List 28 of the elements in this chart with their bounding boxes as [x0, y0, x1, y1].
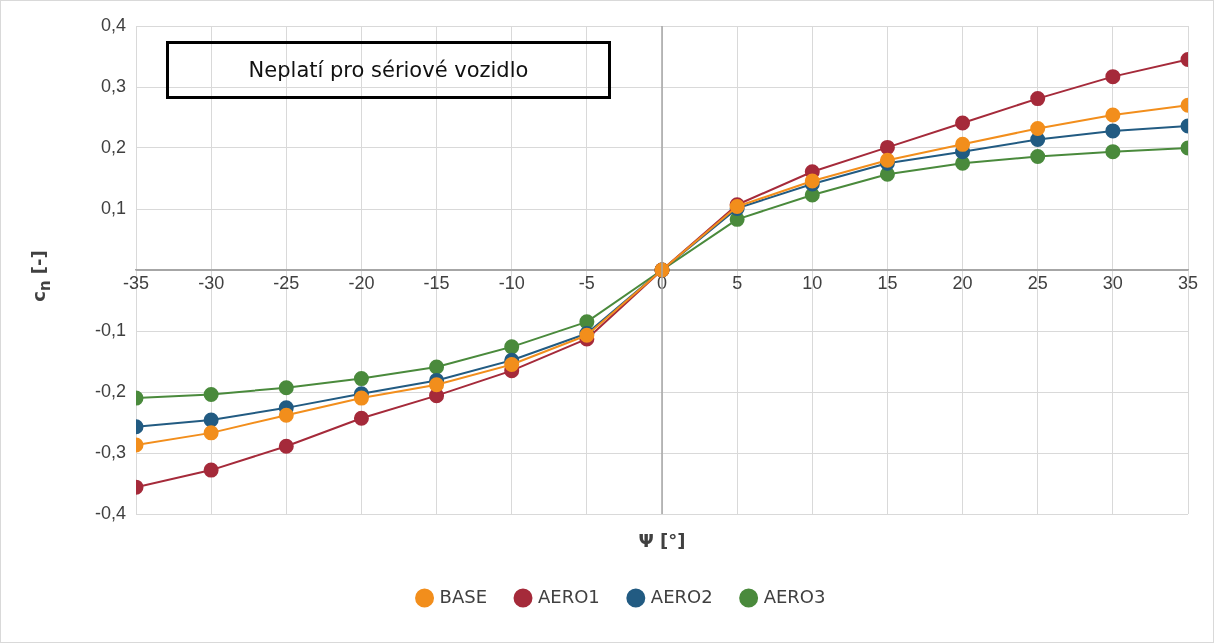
x-tick-label: 5: [732, 272, 743, 293]
x-axis-title: Ψ [°]: [638, 529, 686, 551]
x-tick-label: 15: [877, 272, 898, 293]
annotation: Neplatí pro sériové vozidlo: [166, 41, 611, 99]
x-tick-label: -20: [348, 272, 375, 293]
y-tick-label: -0,2: [94, 380, 126, 401]
y-tick-label: -0,3: [94, 441, 126, 462]
y-tick-label: -0,4: [94, 502, 126, 523]
y-tick-label: -0,1: [94, 319, 126, 340]
y-tick-label: 0,1: [100, 197, 126, 218]
legend-label: AERO2: [650, 585, 713, 607]
x-tick-label: 35: [1177, 272, 1199, 293]
x-tick-label: 10: [802, 272, 823, 293]
x-tick-label: 25: [1027, 272, 1048, 293]
x-tick-label: -35: [122, 272, 150, 293]
legend-label: BASE: [439, 585, 488, 607]
legend-label: AERO3: [763, 585, 826, 607]
x-tick-label: -15: [423, 272, 450, 293]
x-tick-label: -10: [498, 272, 525, 293]
y-tick-label: 0,3: [100, 75, 126, 96]
legend-label: AERO1: [538, 585, 600, 607]
x-tick-label: -25: [273, 272, 300, 293]
x-tick-label: -5: [578, 272, 595, 293]
x-tick-label: 20: [952, 272, 973, 293]
y-tick-label: 0,2: [100, 136, 126, 157]
x-tick-label: 30: [1102, 272, 1123, 293]
x-tick-label: -30: [198, 272, 225, 293]
y-tick-label: 0,4: [100, 14, 126, 35]
